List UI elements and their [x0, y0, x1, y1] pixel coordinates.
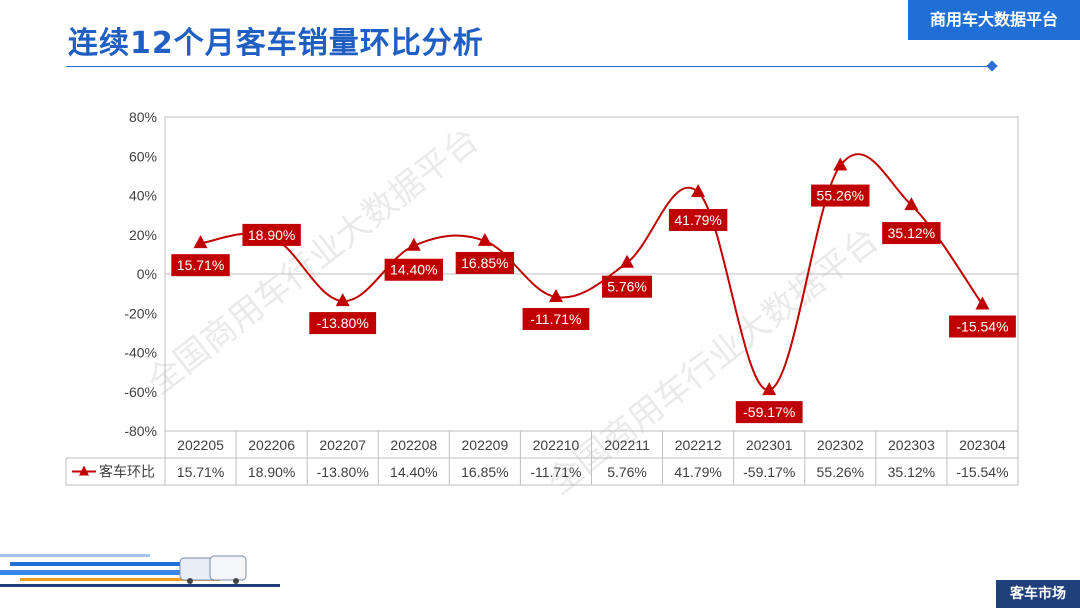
data-label-text: -11.71%	[530, 311, 581, 327]
data-point-marker	[833, 157, 848, 171]
section-badge: 客车市场	[996, 580, 1080, 608]
x-tick-label: 202208	[390, 437, 437, 453]
table-value-cell: -15.54%	[956, 464, 1008, 480]
data-label: -13.80%	[309, 312, 377, 335]
data-label-text: 5.76%	[607, 279, 647, 295]
data-label-box	[242, 223, 301, 246]
data-label-box	[882, 222, 941, 245]
data-label: 15.71%	[171, 254, 230, 277]
x-tick-label: 202207	[319, 437, 366, 453]
data-label-box	[602, 275, 653, 298]
data-point-marker	[193, 235, 208, 249]
x-tick-label: 202209	[462, 437, 509, 453]
data-label-text: 35.12%	[888, 225, 935, 241]
data-label-box	[735, 401, 803, 424]
data-label-text: -15.54%	[956, 318, 1008, 334]
table-value-cell: 16.85%	[461, 464, 508, 480]
page-title: 连续12个月客车销量环比分析	[68, 26, 484, 61]
data-label-text: 15.71%	[177, 257, 224, 273]
data-table: 202205 202206 202207 202208 202209 202210 2022…	[65, 431, 1019, 486]
y-tick-label: -80%	[124, 423, 157, 439]
x-tick-label: 202206	[248, 437, 295, 453]
legend-label: 客车环比	[99, 464, 155, 480]
data-label: -11.71%	[522, 307, 590, 330]
y-tick-label: -20%	[124, 305, 157, 321]
data-label-box	[171, 254, 230, 277]
data-point-marker	[691, 183, 706, 197]
x-tick-label: 202303	[888, 437, 935, 453]
table-value-cell: -11.71%	[530, 464, 581, 480]
table-value-cell: 55.26%	[817, 464, 864, 480]
table-value-cell: -59.17%	[743, 464, 795, 480]
series-line-layer	[193, 153, 990, 396]
data-point-marker	[975, 296, 990, 310]
data-label: 35.12%	[882, 222, 941, 245]
x-tick-label: 202210	[533, 437, 580, 453]
data-label: -59.17%	[735, 401, 803, 424]
data-point-marker	[406, 237, 421, 251]
data-label-box	[668, 208, 728, 231]
x-tick-label: 202212	[675, 437, 722, 453]
y-tick-label: 0%	[137, 266, 157, 282]
title-divider	[66, 66, 992, 67]
data-label: 14.40%	[384, 258, 443, 281]
data-point-marker	[477, 232, 492, 246]
data-label: 16.85%	[455, 251, 515, 274]
table-value-cell: 14.40%	[390, 464, 437, 480]
data-label-text: 14.40%	[390, 262, 437, 278]
y-tick-label: 20%	[129, 227, 157, 243]
data-point-marker	[762, 382, 777, 396]
x-tick-label: 202205	[177, 437, 224, 453]
y-tick-label: 80%	[129, 109, 157, 125]
y-tick-label: 40%	[129, 188, 157, 204]
data-point-marker	[904, 197, 919, 211]
data-label-text: 18.90%	[248, 227, 295, 243]
bus-fleet-illustration	[0, 554, 280, 587]
data-label-box	[309, 312, 377, 335]
x-tick-label: 202211	[604, 437, 650, 453]
data-label-box	[949, 315, 1016, 338]
data-label: 18.90%	[242, 223, 301, 246]
table-value-cell: 35.12%	[888, 464, 935, 480]
data-label-layer: 15.71% 18.90% -13.80% 14.40% 16.85% -11.71% 5.…	[171, 184, 1016, 424]
data-label-box	[384, 258, 443, 281]
data-label-box	[455, 251, 515, 274]
data-label-text: -59.17%	[743, 404, 795, 420]
data-label: 55.26%	[811, 184, 870, 207]
y-tick-label: 60%	[129, 148, 157, 164]
data-label: -15.54%	[949, 315, 1016, 338]
data-label: 41.79%	[668, 208, 728, 231]
x-tick-label: 202302	[817, 437, 864, 453]
brand-badge: 商用车大数据平台	[908, 0, 1080, 40]
x-tick-label: 202304	[959, 437, 1006, 453]
table-value-cell: 41.79%	[674, 464, 721, 480]
table-value-cell: -13.80%	[317, 464, 369, 480]
watermark-text: 全国商用车行业大数据平台	[541, 221, 886, 502]
table-value-cell: 5.76%	[607, 464, 647, 480]
data-point-marker	[335, 293, 350, 307]
legend-marker	[79, 465, 89, 476]
data-label-text: 41.79%	[674, 212, 721, 228]
table-value-cell: 15.71%	[177, 464, 224, 480]
data-label-box	[522, 307, 590, 330]
chart-axes: 80% 60% 40% 20% 0% -20% -40% -60% -80%	[124, 109, 1019, 439]
data-label-box	[811, 184, 870, 207]
data-label-text: 16.85%	[461, 255, 508, 271]
table-value-cell: 18.90%	[248, 464, 295, 480]
data-label: 5.76%	[602, 275, 653, 298]
y-tick-label: -60%	[124, 384, 157, 400]
y-tick-label: -40%	[124, 345, 157, 361]
x-tick-label: 202301	[746, 437, 793, 453]
data-label-text: 55.26%	[817, 188, 864, 204]
data-label-text: -13.80%	[317, 315, 369, 331]
data-point-marker	[548, 288, 563, 302]
data-point-marker	[620, 254, 635, 268]
